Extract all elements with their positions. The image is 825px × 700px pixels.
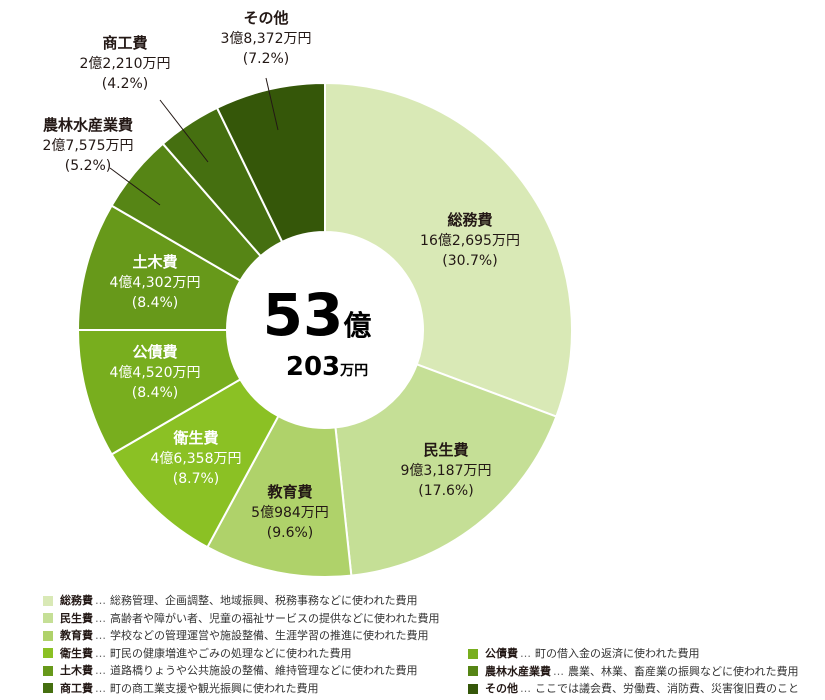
center-total: 53億: [263, 281, 372, 349]
legend-desc: 総務管理、企画調整、地域振興、税務事務などに使われた費用: [110, 594, 418, 608]
slice-label-doboku: 土木費 4億4,302万円(8.4%): [110, 253, 201, 311]
legend-swatch: [468, 648, 478, 659]
center-subtotal: 203万円: [286, 352, 368, 382]
legend-separator: …: [95, 594, 106, 608]
slice-label-kyouiku: 教育費 5億984万円(9.6%): [251, 483, 329, 541]
legend-separator: …: [520, 682, 531, 696]
legend-swatch: [468, 666, 478, 677]
legend-name: 農林水産業費: [485, 664, 551, 678]
legend-name: 総務費: [60, 594, 93, 608]
legend-name: 教育費: [60, 629, 93, 643]
slice-label-sonota: その他 3億8,372万円(7.2%): [221, 9, 312, 67]
legend-item: 土木費 … 道路橋りょうや公共施設の整備、維持管理などに使われた費用: [43, 662, 439, 680]
legend-name: 土木費: [60, 664, 93, 678]
legend-separator: …: [95, 681, 106, 695]
leader-line-sonota: [265, 77, 279, 131]
slice-label-eisei: 衛生費 4億6,358万円(8.7%): [151, 429, 242, 487]
side-panel-blank: [568, 48, 628, 120]
legend-separator: …: [95, 646, 106, 660]
legend-right: 公債費 … 町の借入金の返済に使われた費用 農林水産業費 … 農業、林業、畜産業…: [468, 645, 799, 698]
slice-label-shoukou: 商工費 2億2,210万円(4.2%): [80, 34, 171, 92]
legend-name: 民生費: [60, 611, 93, 625]
leader-line-shoukou: [159, 99, 209, 163]
legend-swatch: [43, 683, 53, 694]
legend-desc: 高齢者や障がい者、児童の福祉サービスの提供などに使われた費用: [110, 611, 440, 625]
legend-separator: …: [520, 647, 531, 661]
legend-swatch: [43, 595, 53, 606]
legend-separator: …: [95, 664, 106, 678]
legend-desc: 道路橋りょうや公共施設の整備、維持管理などに使われた費用: [110, 664, 418, 678]
legend-item: 商工費 … 町の商工業支援や観光振興に使われた費用: [43, 680, 439, 698]
legend-desc: ここでは議会費、労働費、消防費、災害復旧費のこと: [535, 682, 799, 696]
legend-desc: 町民の健康増進やごみの処理などに使われた費用: [110, 646, 352, 660]
legend-separator: …: [553, 664, 564, 678]
legend-swatch: [43, 630, 53, 641]
donut-hole: [227, 232, 423, 428]
legend-desc: 学校などの管理運営や施設整備、生涯学習の推進に使われた費用: [110, 629, 429, 643]
legend-swatch: [43, 613, 53, 624]
slice-label-soumu: 総務費 16億2,695万円(30.7%): [420, 211, 520, 269]
legend-name: 衛生費: [60, 646, 93, 660]
slice-label-nourin: 農林水産業費 2億7,575万円(5.2%): [43, 116, 134, 174]
legend-name: 商工費: [60, 681, 93, 695]
legend-name: 公債費: [485, 647, 518, 661]
legend-swatch: [43, 648, 53, 659]
legend-item: 教育費 … 学校などの管理運営や施設整備、生涯学習の推進に使われた費用: [43, 627, 439, 645]
legend-item: その他 … ここでは議会費、労働費、消防費、災害復旧費のこと: [468, 680, 799, 698]
legend-item: 公債費 … 町の借入金の返済に使われた費用: [468, 645, 799, 663]
legend-separator: …: [95, 611, 106, 625]
legend-swatch: [43, 665, 53, 676]
legend-item: 農林水産業費 … 農業、林業、畜産業の振興などに使われた費用: [468, 663, 799, 681]
slice-label-kousai: 公債費 4億4,520万円(8.4%): [110, 343, 201, 401]
legend-desc: 町の商工業支援や観光振興に使われた費用: [110, 681, 319, 695]
slice-label-minsei: 民生費 9億3,187万円(17.6%): [401, 441, 492, 499]
legend-left: 総務費 … 総務管理、企画調整、地域振興、税務事務などに使われた費用 民生費 ……: [43, 592, 439, 697]
legend-item: 総務費 … 総務管理、企画調整、地域振興、税務事務などに使われた費用: [43, 592, 439, 610]
legend-swatch: [468, 683, 478, 694]
legend-item: 衛生費 … 町民の健康増進やごみの処理などに使われた費用: [43, 645, 439, 663]
legend-name: その他: [485, 682, 518, 696]
legend-item: 民生費 … 高齢者や障がい者、児童の福祉サービスの提供などに使われた費用: [43, 610, 439, 628]
legend-separator: …: [95, 629, 106, 643]
legend-desc: 農業、林業、畜産業の振興などに使われた費用: [568, 664, 799, 678]
legend-desc: 町の借入金の返済に使われた費用: [535, 647, 700, 661]
leader-line-nourin: [109, 167, 161, 206]
